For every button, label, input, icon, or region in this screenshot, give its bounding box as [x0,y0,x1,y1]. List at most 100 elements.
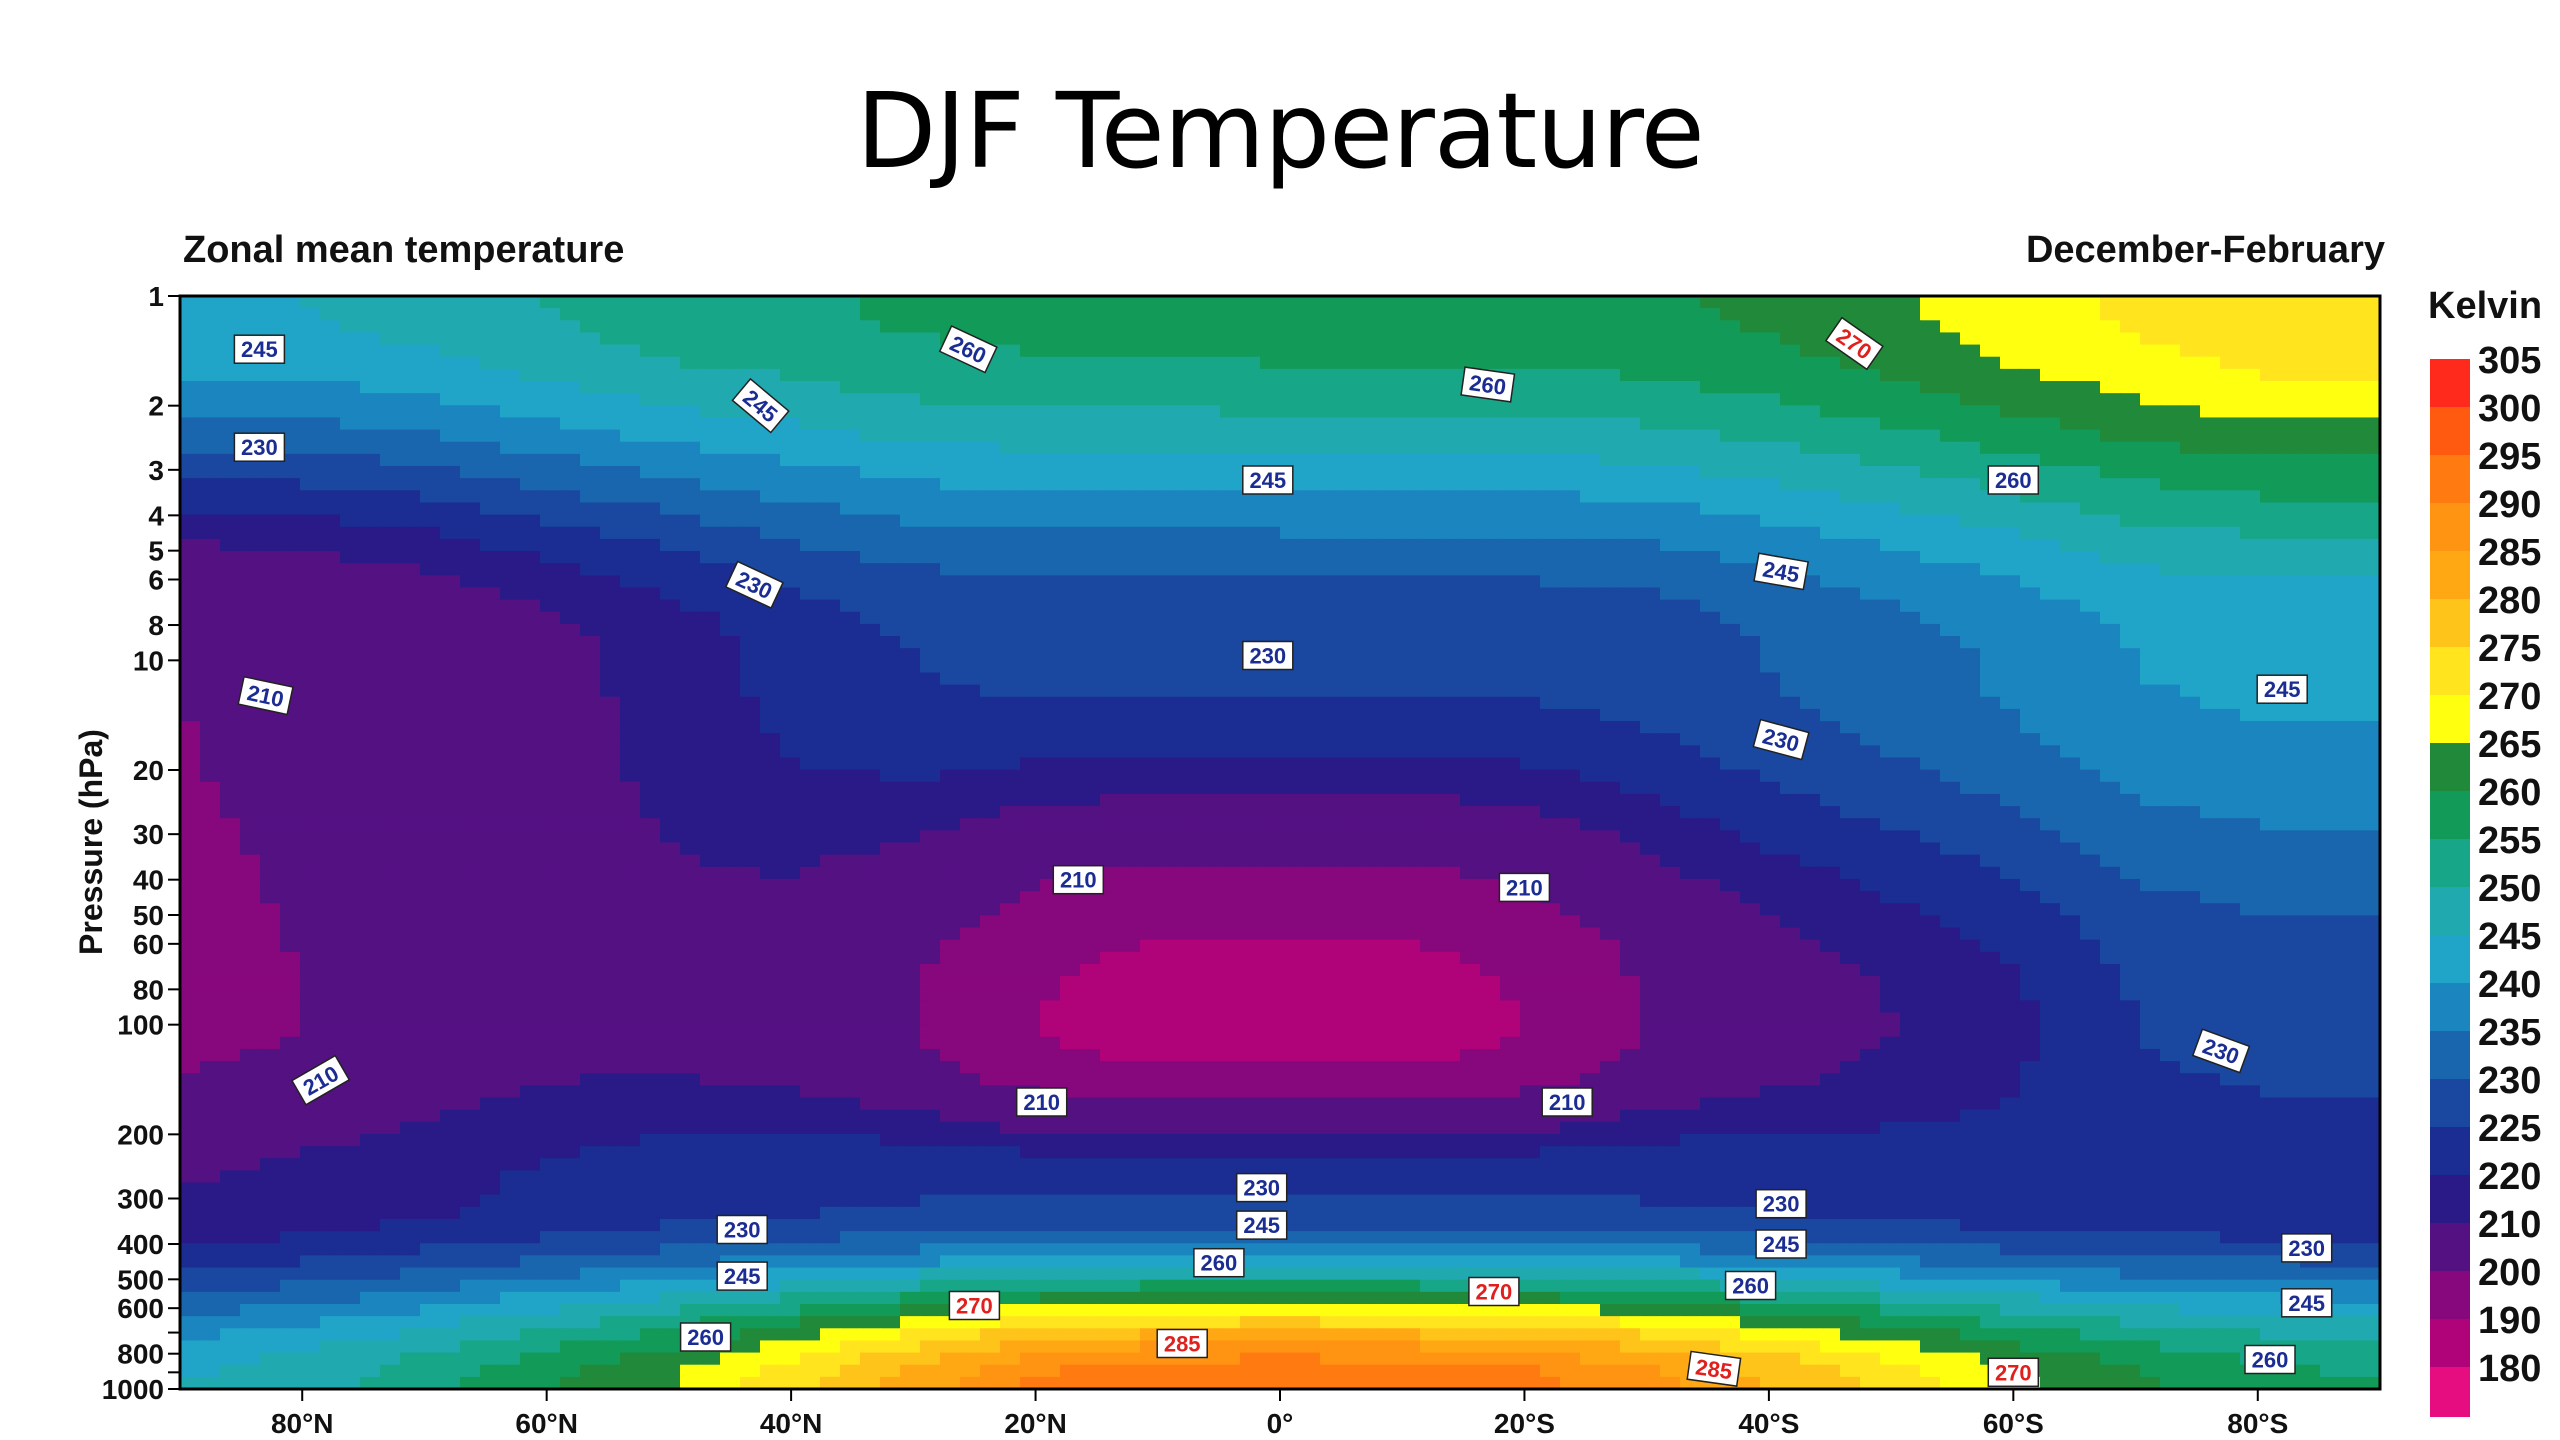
field-cell [740,818,761,831]
field-cell [1380,538,1401,552]
field-cell [220,514,241,528]
field-cell [800,478,821,491]
field-cell [1040,441,1061,455]
field-cell [1180,757,1201,771]
field-cell [2360,806,2380,819]
field-cell [780,466,801,479]
field-cell [1580,599,1601,613]
field-cell [1860,781,1881,795]
field-cell [1340,781,1361,795]
field-cell [1780,368,1801,382]
field-cell [1600,818,1621,831]
field-cell [580,648,601,661]
field-cell [920,405,941,419]
field-cell [2320,478,2341,491]
field-cell [1720,623,1741,637]
field-cell [660,417,681,431]
field-cell [2080,453,2101,467]
field-cell [200,393,221,406]
field-cell [1520,563,1541,576]
field-cell [540,551,561,564]
field-cell [2200,745,2221,759]
field-cell [1340,356,1361,370]
field-cell [1300,818,1321,831]
field-cell [1040,381,1061,394]
field-cell [460,684,481,698]
field-cell [2040,575,2061,589]
field-cell [860,344,881,358]
field-cell [1820,793,1841,807]
field-cell [740,721,761,734]
field-cell [360,830,381,844]
field-cell [1020,599,1041,613]
field-cell [2260,538,2281,552]
field-cell [1640,538,1661,552]
field-cell [2100,721,2121,734]
field-cell [1440,308,1461,321]
field-cell [240,757,261,771]
field-cell [420,684,441,698]
field-cell [1700,781,1721,795]
field-cell [900,818,921,831]
field-cell [960,696,981,710]
field-cell [820,344,841,358]
field-cell [1420,660,1441,674]
field-cell [320,502,341,516]
field-cell [760,757,781,771]
field-cell [1440,660,1461,674]
field-cell [2160,308,2181,321]
field-cell [2180,441,2201,455]
field-cell [580,806,601,819]
field-cell [2260,611,2281,625]
field-cell [1380,502,1401,516]
field-cell [1180,514,1201,528]
field-cell [880,818,901,831]
field-cell [960,453,981,467]
field-cell [1640,320,1661,334]
field-cell [820,381,841,394]
field-cell [700,296,721,309]
field-cell [280,648,301,661]
field-cell [560,417,581,431]
field-cell [440,793,461,807]
field-cell [240,393,261,406]
field-cell [980,793,1001,807]
field-cell [780,818,801,831]
field-cell [2300,757,2321,771]
field-cell [2060,757,2081,771]
field-cell [1160,806,1181,819]
field-cell [360,769,381,783]
field-cell [1620,538,1641,552]
field-cell [2160,405,2181,419]
field-cell [1340,538,1361,552]
field-cell [860,502,881,516]
field-cell [1020,793,1041,807]
field-cell [1680,490,1701,504]
field-cell [1540,393,1561,406]
field-cell [1720,368,1741,382]
field-cell [1840,429,1861,443]
field-cell [1660,684,1681,698]
field-cell [680,672,701,686]
field-cell [360,587,381,601]
field-cell [440,769,461,783]
field-cell [880,490,901,504]
field-cell [1580,526,1601,540]
field-cell [1800,818,1821,831]
field-cell [1640,781,1661,795]
field-cell [1420,405,1441,419]
field-cell [1120,320,1141,334]
field-cell [780,502,801,516]
field-cell [1400,393,1421,406]
field-cell [1080,490,1101,504]
field-cell [1220,733,1241,746]
field-cell [820,721,841,734]
field-cell [1400,490,1421,504]
field-cell [860,708,881,722]
field-cell [2180,696,2201,710]
field-cell [720,320,741,334]
field-cell [1800,721,1821,734]
field-cell [480,672,501,686]
field-cell [180,745,201,759]
field-cell [840,818,861,831]
